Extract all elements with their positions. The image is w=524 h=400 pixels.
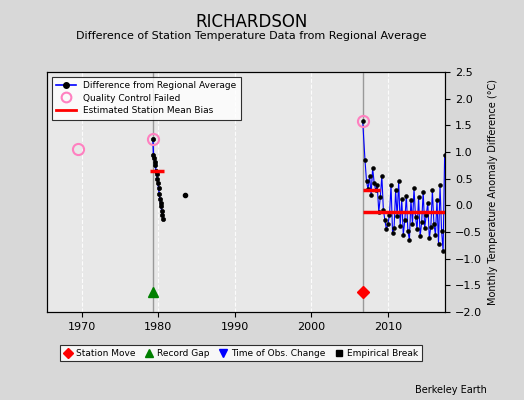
Text: RICHARDSON: RICHARDSON	[195, 13, 308, 31]
Text: Berkeley Earth: Berkeley Earth	[416, 385, 487, 395]
Legend: Difference from Regional Average, Quality Control Failed, Estimated Station Mean: Difference from Regional Average, Qualit…	[52, 76, 241, 120]
Legend: Station Move, Record Gap, Time of Obs. Change, Empirical Break: Station Move, Record Gap, Time of Obs. C…	[60, 345, 422, 362]
Y-axis label: Monthly Temperature Anomaly Difference (°C): Monthly Temperature Anomaly Difference (…	[488, 79, 498, 305]
Text: Difference of Station Temperature Data from Regional Average: Difference of Station Temperature Data f…	[77, 31, 427, 41]
